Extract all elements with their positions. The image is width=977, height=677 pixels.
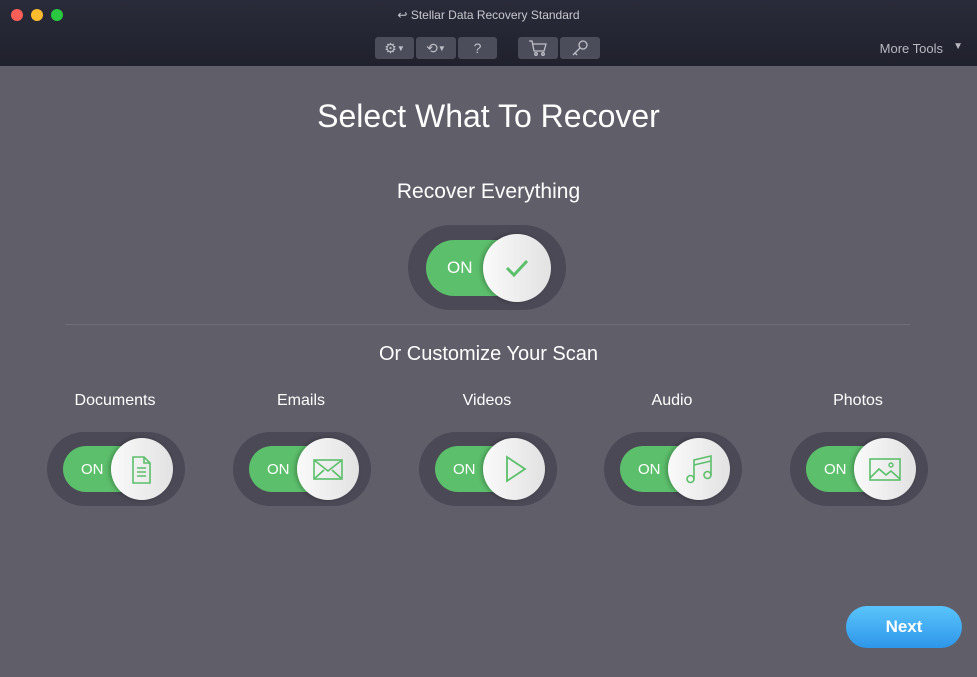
audio-toggle[interactable]: ON (604, 432, 742, 506)
settings-button[interactable]: ⚙ ▼ (375, 37, 414, 59)
documents-toggle[interactable]: ON (47, 432, 185, 506)
toggle-state: ON (453, 460, 476, 478)
page-title: Select What To Recover (317, 98, 660, 134)
videos-label: Videos (462, 392, 512, 409)
recover-everything-toggle[interactable]: ON (408, 225, 566, 310)
more-tools-menu[interactable]: More Tools (879, 41, 943, 56)
play-icon (506, 455, 527, 483)
checkmark-icon (505, 259, 529, 278)
chevron-down-icon[interactable]: ▼ (953, 41, 963, 52)
minimize-window-button[interactable] (31, 9, 43, 21)
toggle-state: ON (824, 460, 847, 478)
next-button[interactable]: Next (846, 606, 962, 648)
title-bar: ↩ Stellar Data Recovery Standard ⚙ ▼ ⟲ ▼… (0, 0, 977, 66)
cart-button[interactable] (518, 37, 558, 59)
document-icon (132, 456, 151, 484)
documents-label: Documents (74, 392, 156, 409)
history-icon: ⟲ (426, 39, 438, 56)
help-button[interactable]: ? (458, 37, 497, 59)
activation-key-button[interactable] (560, 37, 600, 59)
emails-toggle[interactable]: ON (233, 432, 371, 506)
history-button[interactable]: ⟲ ▼ (416, 37, 456, 59)
customize-heading: Or Customize Your Scan (379, 343, 598, 365)
music-note-icon (686, 454, 712, 484)
toggle-state: ON (81, 460, 104, 478)
cart-icon (529, 40, 547, 56)
maximize-window-button[interactable] (51, 9, 63, 21)
key-icon (572, 40, 588, 56)
photos-label: Photos (833, 392, 883, 409)
emails-label: Emails (276, 392, 325, 409)
divider (65, 324, 910, 325)
toggle-state: ON (638, 460, 661, 478)
toggle-state: ON (447, 258, 473, 277)
recover-everything-label: Recover Everything (396, 180, 581, 203)
gear-icon: ⚙ (384, 39, 397, 56)
envelope-icon (313, 459, 343, 480)
audio-label: Audio (651, 392, 693, 409)
photos-toggle[interactable]: ON (790, 432, 928, 506)
toggle-state: ON (267, 460, 290, 478)
videos-toggle[interactable]: ON (419, 432, 557, 506)
back-arrow-icon: ↩ (397, 8, 411, 22)
window-title: Stellar Data Recovery Standard (410, 8, 580, 22)
close-window-button[interactable] (11, 9, 23, 21)
image-icon (869, 458, 901, 481)
